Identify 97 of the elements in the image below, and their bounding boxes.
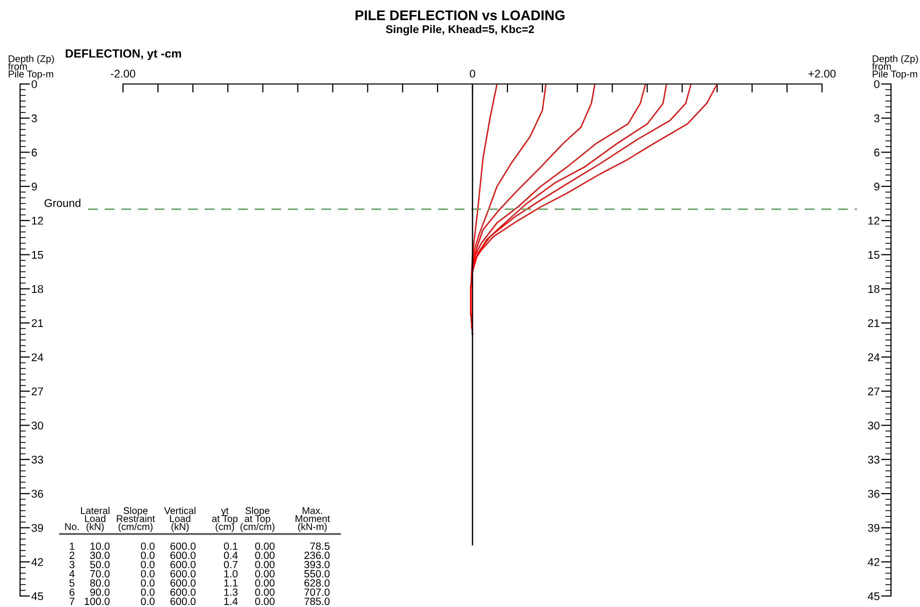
text: 2 [70, 552, 74, 559]
text: 785.0 [304, 598, 330, 606]
y-tick-label: 15 [32, 251, 44, 259]
annotation: 0.00 [255, 579, 275, 587]
annotation: 0.00 [255, 560, 275, 568]
annotation: 0.0 [140, 560, 155, 568]
text: 0.0 [140, 598, 155, 606]
y-tick-label: 39 [32, 524, 44, 532]
text: 30.0 [90, 552, 110, 560]
annotation: 1.0 [224, 570, 238, 578]
annotation: 600.0 [170, 588, 196, 596]
annotation: Max. Moment (kN-m) [296, 507, 330, 532]
y2-tick-label: 3 [874, 114, 880, 122]
annotation: Slope at Top (cm/cm) [240, 506, 274, 532]
y-tick-label: 33 [32, 456, 44, 464]
y-tick-label: 0 [32, 80, 37, 88]
annotation: 0.4 [224, 552, 238, 560]
annotation: 0.00 [255, 588, 275, 596]
text: 0.00 [255, 598, 275, 606]
ref-line-label: Ground [44, 198, 80, 207]
y2-tick-label: 27 [868, 387, 880, 396]
y-tick-label: 42 [31, 558, 44, 566]
text: 70.0 [90, 570, 110, 578]
annotation: 1.3 [224, 588, 238, 596]
x-tick-label: 0 [470, 70, 476, 78]
annotation: 600.0 [170, 560, 196, 568]
y2-tick-label: 42 [868, 558, 880, 566]
text: 5 [70, 579, 74, 587]
text: 80.0 [90, 579, 110, 587]
annotation: 0.00 [255, 552, 275, 560]
annotation: Slope Restraint (cm/cm) [116, 506, 155, 532]
y2-tick-label: 0 [874, 80, 880, 88]
annotation: 600.0 [170, 570, 196, 578]
text: 7 [70, 598, 74, 605]
y2-tick-label: 39 [868, 524, 880, 532]
y2-tick-label: 6 [874, 148, 880, 156]
y2-tick-label: 33 [868, 456, 880, 464]
y-tick-label: 30 [32, 422, 44, 430]
text: 50.0 [90, 560, 110, 568]
annotation: 236.0 [304, 552, 330, 560]
annotation: 0.0 [140, 579, 155, 587]
annotation: 600.0 [170, 552, 196, 560]
y2-tick-label: 36 [868, 490, 880, 498]
y-axis-title: Depth (Zp) from Pile Top-m [8, 55, 54, 80]
annotation: 600.0 [170, 579, 196, 587]
y2-tick-label: 15 [868, 251, 880, 259]
y2-tick-label: 18 [868, 285, 880, 293]
annotation: 393.0 [304, 560, 330, 568]
y-tick-label: 6 [32, 148, 37, 156]
y2-tick-label: 24 [868, 353, 880, 362]
annotation: 0.0 [140, 542, 155, 550]
y-tick-label: 12 [32, 216, 44, 225]
text: 3 [70, 560, 74, 568]
annotation: 550.0 [304, 570, 330, 578]
text: 600.0 [170, 598, 196, 606]
y-tick-label: 27 [32, 387, 44, 396]
y-tick-label: 9 [32, 182, 37, 191]
y-tick-label: 45 [31, 592, 44, 600]
y2-tick-label: 21 [868, 319, 880, 327]
annotation: 0.00 [255, 570, 275, 578]
y2-tick-label: 45 [868, 592, 880, 600]
y-tick-label: 36 [32, 490, 44, 498]
annotation: 1.1 [224, 579, 238, 587]
y-tick-label: 21 [32, 319, 44, 327]
annotation: 707.0 [304, 588, 330, 596]
text: Lateral Load (kN) [81, 506, 110, 532]
text: 10.0 [90, 542, 110, 550]
y2-tick-label: 30 [868, 422, 880, 430]
annotation: 0.0 [140, 588, 155, 596]
text: 1.4 [224, 598, 238, 605]
text: 6 [70, 588, 74, 596]
y2-tick-label: 9 [874, 182, 880, 191]
y-tick-label: 18 [32, 285, 44, 293]
annotation: 0.00 [255, 542, 275, 550]
y2-tick-label: 12 [868, 216, 880, 225]
text: No. [65, 523, 79, 530]
annotation: Vertical Load (kN) [164, 506, 196, 532]
annotation: 0.0 [140, 552, 155, 560]
x-axis-title: DEFLECTION, yt -cm [66, 49, 182, 60]
y-tick-label: 3 [32, 114, 37, 122]
y2-axis-title: Depth (Zp) from Pile Top-m [872, 55, 918, 80]
annotation: 628.0 [304, 579, 330, 587]
chart-subtitle: Single Pile, Khead=5, Kbc=2 [386, 25, 534, 36]
annotation: 600.0 [170, 542, 196, 550]
text: 90.0 [90, 588, 110, 596]
y-tick-label: 24 [32, 353, 44, 362]
text: 4 [69, 570, 75, 578]
text: 100.0 [84, 598, 110, 606]
x-tick-label: +2.00 [808, 70, 836, 78]
annotation: 78.5 [310, 542, 330, 550]
x-tick-label: -2.00 [110, 70, 136, 78]
chart-title: PILE DEFLECTION vs LOADING [356, 10, 564, 20]
annotation: 0.0 [140, 570, 155, 578]
annotation: yt at Top (cm) [212, 508, 238, 532]
annotation: 0.1 [224, 542, 238, 550]
text: 1 [70, 542, 74, 550]
annotation: 0.7 [224, 560, 238, 568]
